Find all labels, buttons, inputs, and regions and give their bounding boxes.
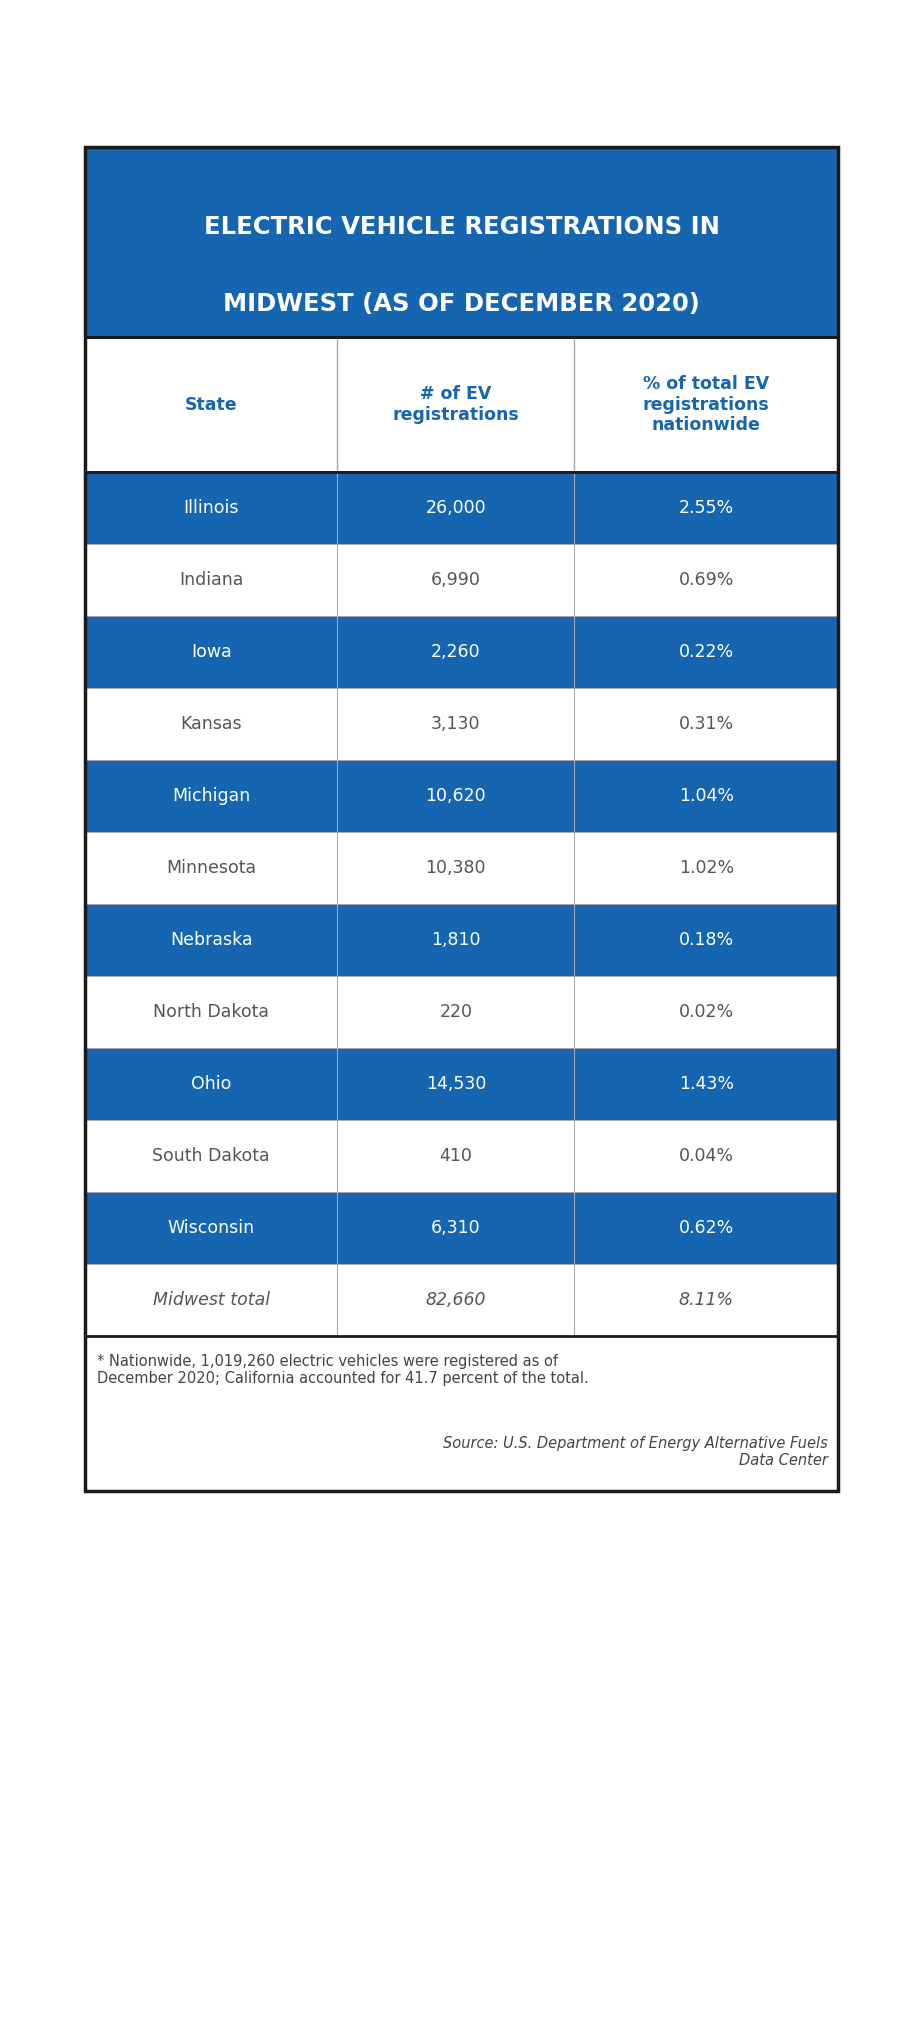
Text: Nebraska: Nebraska [170, 932, 252, 950]
Bar [85, 545, 838, 615]
Text: 410: 410 [439, 1148, 473, 1166]
Text: MIDWEST (AS OF DECEMBER 2020): MIDWEST (AS OF DECEMBER 2020) [223, 292, 700, 317]
Text: 0.62%: 0.62% [678, 1218, 734, 1236]
Bar [85, 1335, 838, 1491]
Text: % of total EV
registrations
nationwide: % of total EV registrations nationwide [642, 375, 770, 434]
Text: Minnesota: Minnesota [166, 859, 257, 877]
Text: Midwest total: Midwest total [152, 1291, 270, 1309]
Bar [85, 472, 838, 545]
Bar [85, 1119, 838, 1192]
Text: South Dakota: South Dakota [152, 1148, 270, 1166]
Text: 26,000: 26,000 [426, 498, 486, 516]
Text: 2,260: 2,260 [431, 643, 481, 662]
Text: 10,380: 10,380 [426, 859, 486, 877]
Text: 0.04%: 0.04% [678, 1148, 734, 1166]
Bar [85, 147, 838, 1491]
Bar [85, 147, 838, 337]
Text: 1.02%: 1.02% [678, 859, 734, 877]
Bar [85, 904, 838, 976]
Text: ELECTRIC VEHICLE REGISTRATIONS IN: ELECTRIC VEHICLE REGISTRATIONS IN [203, 216, 720, 238]
Bar [85, 337, 838, 472]
Bar [85, 831, 838, 904]
Text: Iowa: Iowa [191, 643, 232, 662]
Bar [85, 1192, 838, 1265]
Text: 1.04%: 1.04% [678, 787, 734, 805]
Text: Source: U.S. Department of Energy Alternative Fuels
Data Center: Source: U.S. Department of Energy Altern… [443, 1436, 828, 1468]
Text: # of EV
registrations: # of EV registrations [392, 385, 520, 424]
Bar [85, 1049, 838, 1119]
Text: 6,310: 6,310 [431, 1218, 481, 1236]
Text: 8.11%: 8.11% [678, 1291, 734, 1309]
Text: 0.18%: 0.18% [678, 932, 734, 950]
Text: Wisconsin: Wisconsin [168, 1218, 255, 1236]
Text: Kansas: Kansas [180, 714, 242, 732]
Text: * Nationwide, 1,019,260 electric vehicles were registered as of
December 2020; C: * Nationwide, 1,019,260 electric vehicle… [97, 1353, 589, 1386]
Text: 10,620: 10,620 [426, 787, 486, 805]
Text: Michigan: Michigan [172, 787, 250, 805]
Bar [85, 1265, 838, 1335]
Text: State: State [185, 395, 237, 413]
Bar [85, 688, 838, 760]
Bar [85, 615, 838, 688]
Text: 0.02%: 0.02% [678, 1002, 734, 1021]
Text: 2.55%: 2.55% [678, 498, 734, 516]
Text: 6,990: 6,990 [431, 571, 481, 589]
Text: 3,130: 3,130 [431, 714, 481, 732]
Text: Ohio: Ohio [191, 1075, 232, 1093]
Text: 82,660: 82,660 [426, 1291, 486, 1309]
Text: 0.69%: 0.69% [678, 571, 734, 589]
Bar [85, 976, 838, 1049]
Text: 1,810: 1,810 [431, 932, 481, 950]
Text: 0.31%: 0.31% [678, 714, 734, 732]
Text: 0.22%: 0.22% [678, 643, 734, 662]
Bar [85, 760, 838, 831]
Text: 14,530: 14,530 [426, 1075, 486, 1093]
Text: Indiana: Indiana [179, 571, 244, 589]
Text: 1.43%: 1.43% [678, 1075, 734, 1093]
Text: 220: 220 [439, 1002, 473, 1021]
Text: North Dakota: North Dakota [153, 1002, 270, 1021]
Text: Illinois: Illinois [184, 498, 239, 516]
